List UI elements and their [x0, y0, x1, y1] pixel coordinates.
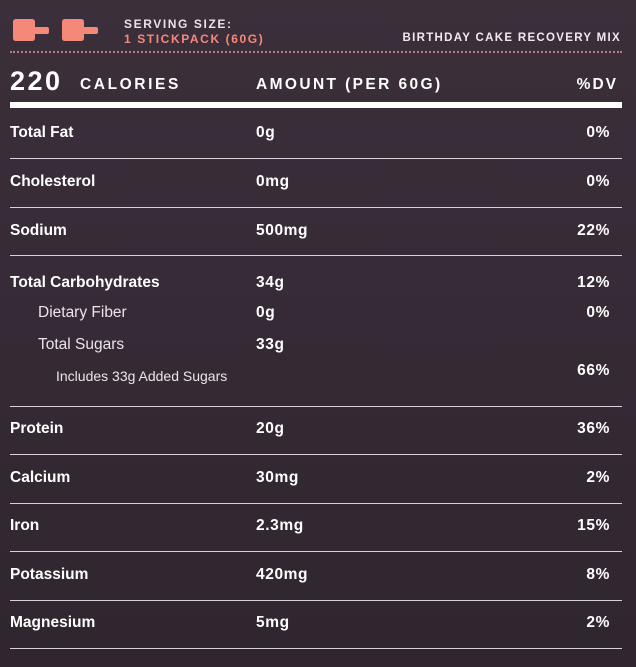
- nutrient-dv: 22%: [577, 222, 610, 239]
- nutrient-dv: 66%: [577, 362, 610, 379]
- nutrient-name: Magnesium: [10, 614, 96, 631]
- nutrient-row-magnesium: Magnesium 5mg 2%: [0, 614, 636, 636]
- nutrient-name: Total Fat: [10, 124, 74, 141]
- nutrient-amount: 30mg: [256, 469, 299, 486]
- nutrient-amount: 34g: [256, 274, 285, 291]
- row-divider: [10, 158, 622, 159]
- row-divider: [10, 600, 622, 601]
- nutrient-dv: 8%: [586, 566, 610, 583]
- nutrient-row-total-sugars: Total Sugars 33g: [0, 336, 636, 358]
- nutrient-row-calcium: Calcium 30mg 2%: [0, 469, 636, 491]
- nutrient-row-added-sugars: Includes 33g Added Sugars 66%: [0, 362, 636, 390]
- row-divider: [10, 648, 622, 649]
- nutrient-row-sodium: Sodium 500mg 22%: [0, 222, 636, 244]
- nutrient-row-total-fat: Total Fat 0g 0%: [0, 124, 636, 146]
- dotted-divider: [10, 51, 622, 53]
- nutrient-amount: 420mg: [256, 566, 309, 583]
- thick-divider: [10, 102, 622, 108]
- facts-header-row: 220 CALORIES AMOUNT (PER 60G) %DV: [0, 60, 636, 104]
- nutrient-row-potassium: Potassium 420mg 8%: [0, 566, 636, 588]
- nutrient-dv: 2%: [586, 469, 610, 486]
- calories-value: 220: [10, 66, 63, 96]
- nutrient-dv: 36%: [577, 420, 610, 437]
- serving-size-label: SERVING SIZE:: [124, 17, 233, 31]
- row-divider: [10, 503, 622, 504]
- nutrient-name: Total Carbohydrates: [10, 274, 160, 291]
- scoop-icon: [62, 19, 98, 41]
- nutrient-amount: 5mg: [256, 614, 290, 631]
- nutrient-name: Iron: [10, 517, 40, 534]
- calories-label: CALORIES: [80, 76, 181, 93]
- nutrient-name: Total Sugars: [38, 336, 125, 353]
- nutrient-row-total-carbohydrates: Total Carbohydrates 34g 12%: [0, 274, 636, 296]
- scoop-icon: [13, 19, 49, 41]
- nutrient-dv: 0%: [586, 124, 610, 141]
- nutrient-amount: 0mg: [256, 173, 290, 190]
- nutrient-dv: 15%: [577, 517, 610, 534]
- nutrient-row-iron: Iron 2.3mg 15%: [0, 517, 636, 539]
- nutrient-row-cholesterol: Cholesterol 0mg 0%: [0, 173, 636, 195]
- nutrient-name: Protein: [10, 420, 64, 437]
- row-divider: [10, 406, 622, 407]
- nutrient-amount: 2.3mg: [256, 517, 304, 534]
- nutrient-dv: 12%: [577, 274, 610, 291]
- nutrient-name: Potassium: [10, 566, 89, 583]
- dv-column-header: %DV: [576, 76, 618, 93]
- amount-column-header: AMOUNT (PER 60G): [256, 76, 443, 93]
- nutrient-amount: 33g: [256, 336, 285, 353]
- row-divider: [10, 454, 622, 455]
- nutrient-name: Includes 33g Added Sugars: [56, 368, 228, 384]
- nutrient-name: Calcium: [10, 469, 71, 486]
- nutrient-amount: 0g: [256, 304, 276, 321]
- nutrient-amount: 20g: [256, 420, 285, 437]
- serving-size-value: 1 STICKPACK (60G): [124, 32, 265, 46]
- nutrient-amount: 0g: [256, 124, 276, 141]
- nutrient-amount: 500mg: [256, 222, 309, 239]
- row-divider: [10, 255, 622, 256]
- nutrient-row-dietary-fiber: Dietary Fiber 0g 0%: [0, 304, 636, 326]
- nutrient-name: Sodium: [10, 222, 67, 239]
- row-divider: [10, 551, 622, 552]
- nutrient-row-protein: Protein 20g 36%: [0, 420, 636, 442]
- nutrient-dv: 0%: [586, 304, 610, 321]
- label-header: SERVING SIZE: 1 STICKPACK (60G) BIRTHDAY…: [0, 0, 636, 52]
- nutrient-name: Cholesterol: [10, 173, 96, 190]
- nutrient-name: Dietary Fiber: [38, 304, 127, 321]
- product-name: BIRTHDAY CAKE RECOVERY MIX: [402, 32, 621, 44]
- nutrient-dv: 2%: [586, 614, 610, 631]
- row-divider: [10, 207, 622, 208]
- nutrient-dv: 0%: [586, 173, 610, 190]
